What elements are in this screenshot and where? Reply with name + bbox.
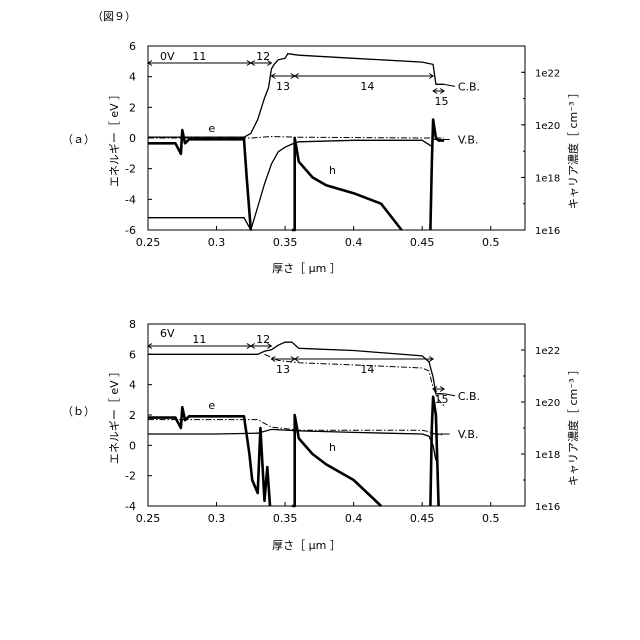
y-left-tick-label: -6 [125,224,136,237]
y-left-tick-label: 4 [129,71,136,84]
y-right-tick-label: 1e16 [535,226,560,237]
y-left-tick-label: 6 [129,348,136,361]
series-h-line-secondary [430,120,444,230]
x-axis-label: 厚さ［ μm ］ [272,262,341,275]
series-e-line [148,407,270,506]
region-11-label: 11 [192,50,206,63]
figure-label: （図９） [92,10,136,23]
y-right-axis-label: キャリア濃度［ cm⁻³ ］ [566,87,580,209]
region-11-label: 11 [192,333,206,346]
cb-label: C.B. [458,390,480,403]
series-vb-line [148,429,436,460]
series-h-line [292,415,381,506]
region-13-label: 13 [276,363,290,376]
region-13-label: 13 [276,80,290,93]
x-tick-label: 0.4 [345,236,363,249]
panel-label: （ａ） [62,133,95,146]
y-right-tick-label: 1e20 [535,121,560,132]
chart-panel-a: 0.25 0.3 0.35 0.4 0.45 0.5 6 4 2 0 -2 -4 -6 1e22 1e20 1… [62,40,580,275]
y-left-axis-label: エネルギー［ eV ］ [108,366,121,464]
vb-label: V.B. [458,428,479,441]
y-left-tick-label: 8 [129,318,136,331]
y-left-axis-label: エネルギー［ eV ］ [108,89,121,187]
x-tick-label: 0.25 [136,236,161,249]
x-tick-label: 0.35 [273,512,298,525]
y-left-tick-label: 6 [129,40,136,53]
x-tick-label: 0.25 [136,512,161,525]
region-12-label: 12 [256,50,270,63]
panel-label: （ｂ） [62,405,95,418]
y-left-tick-label: 2 [129,409,136,422]
x-tick-label: 0.4 [345,512,363,525]
y-left-tick-label: 0 [129,132,136,145]
region-12-label: 12 [256,333,270,346]
electron-label: e [208,122,215,135]
x-tick-label: 0.45 [410,512,435,525]
x-tick-label: 0.45 [410,236,435,249]
hole-label: h [329,441,336,454]
region-14-label: 14 [360,363,374,376]
x-tick-label: 0.5 [482,236,500,249]
x-axis-label: 厚さ［ μm ］ [272,539,341,552]
series-e-line [148,130,251,230]
y-left-tick-label: -4 [125,500,136,513]
series-cb-line [148,342,444,394]
y-right-tick-label: 1e22 [535,68,560,79]
y-right-tick-label: 1e22 [535,346,560,357]
chart-panel-b: 0.25 0.3 0.35 0.4 0.45 0.5 8 6 4 2 0 -2 -4 1e22 1e20 1e… [62,318,580,552]
vb-label: V.B. [458,134,479,147]
region-14-label: 14 [360,80,374,93]
cb-leader [444,84,455,86]
x-tick-label: 0.3 [208,236,226,249]
cb-label: C.B. [458,80,480,93]
voltage-label: 0V [160,50,175,63]
series-h-line [292,138,402,230]
series-fermi-line-secondary [265,354,445,406]
y-left-tick-label: 0 [129,439,136,452]
electron-label: e [208,399,215,412]
voltage-label: 6V [160,327,175,340]
region-15-label: 15 [435,393,449,406]
y-left-tick-label: 4 [129,379,136,392]
y-left-tick-label: -2 [125,163,136,176]
y-right-tick-label: 1e18 [535,173,560,184]
y-right-axis-label: キャリア濃度［ cm⁻³ ］ [566,364,580,486]
region-15-label: 15 [435,95,449,108]
series-cb-line [148,54,444,138]
y-left-tick-label: -2 [125,470,136,483]
y-right-tick-label: 1e16 [535,502,560,513]
x-tick-label: 0.35 [273,236,298,249]
x-tick-label: 0.5 [482,512,500,525]
hole-label: h [329,164,336,177]
y-left-tick-label: -4 [125,193,136,206]
y-right-tick-label: 1e18 [535,450,560,461]
y-left-tick-label: 2 [129,101,136,114]
y-right-tick-label: 1e20 [535,398,560,409]
x-tick-label: 0.3 [208,512,226,525]
